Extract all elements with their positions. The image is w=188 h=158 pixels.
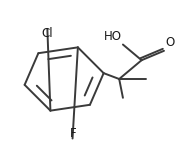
Text: O: O — [165, 36, 175, 49]
Text: Cl: Cl — [42, 27, 53, 40]
Text: HO: HO — [104, 30, 122, 43]
Text: F: F — [70, 127, 77, 140]
